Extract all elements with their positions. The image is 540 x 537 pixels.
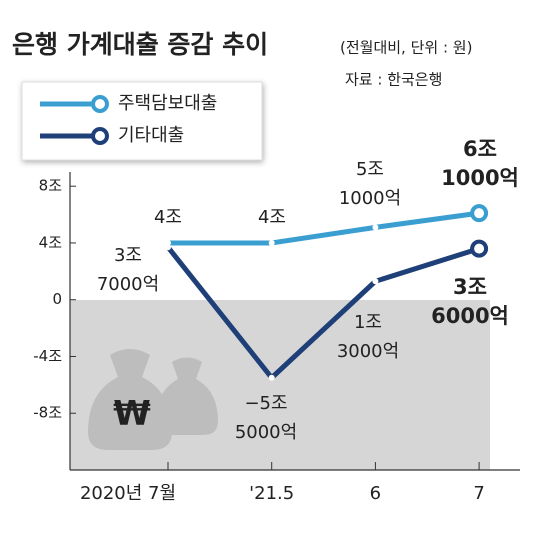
y-tick-label: 0 <box>52 290 62 308</box>
value-label: −5조 <box>244 393 287 414</box>
legend-marker <box>91 127 109 145</box>
y-tick-label: -4조 <box>33 347 62 365</box>
y-tick-label: 8조 <box>39 177 63 195</box>
value-label: 1000억 <box>339 188 401 209</box>
x-tick-label: 2020년 7월 <box>80 483 176 504</box>
legend <box>21 81 263 161</box>
y-tick-label: -8조 <box>33 404 62 422</box>
value-label: 4조 <box>154 207 182 228</box>
chart-title: 은행 가계대출 증감 추이 <box>12 30 268 59</box>
legend-label: 주택담보대출 <box>118 93 217 114</box>
chart-subtitle: (전월대비, 단위 : 원) <box>340 39 472 57</box>
value-label: 1조 <box>354 312 382 333</box>
x-tick-label: '21.5 <box>249 483 294 504</box>
point-marker <box>268 374 275 381</box>
svg-text:₩: ₩ <box>113 394 151 434</box>
value-label: 6조 <box>463 137 497 161</box>
point-marker <box>372 224 379 231</box>
point-marker <box>470 204 489 223</box>
source: 자료 : 한국은행 <box>345 71 442 89</box>
value-label: 5조 <box>356 159 384 180</box>
series-line <box>166 245 480 381</box>
value-label: 1000억 <box>441 166 519 190</box>
legend-marker <box>91 95 109 113</box>
value-label: 3000억 <box>337 341 399 362</box>
legend-label: 기타대출 <box>118 125 184 146</box>
value-label: 5000억 <box>235 422 297 443</box>
y-tick-label: 4조 <box>39 233 63 251</box>
value-label: 4조 <box>258 207 286 228</box>
value-label: 3조 <box>453 275 487 299</box>
legend-box <box>21 81 263 161</box>
point-marker <box>268 239 275 246</box>
x-tick-label: 6 <box>370 483 381 504</box>
x-tick-label: 7 <box>473 483 484 504</box>
point-marker <box>372 278 379 285</box>
value-label: 3조 <box>114 245 142 266</box>
point-marker <box>165 244 171 251</box>
point-marker <box>470 239 489 258</box>
series-line <box>168 210 480 246</box>
point-marker <box>165 239 171 246</box>
value-label: 7000억 <box>97 274 159 295</box>
value-label: 6000억 <box>431 304 509 328</box>
money-bag-icon: ₩ <box>88 349 218 450</box>
